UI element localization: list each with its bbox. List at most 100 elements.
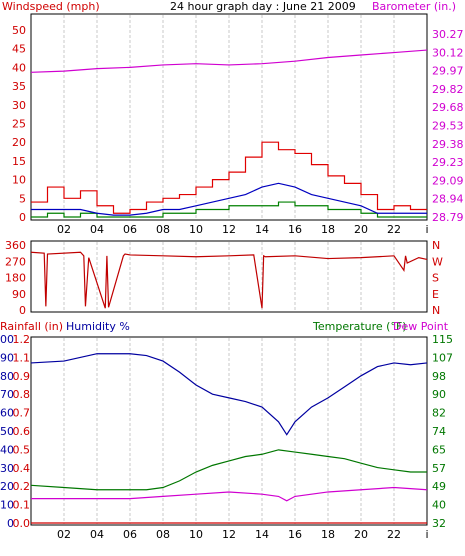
y-tick-label: 360 <box>5 239 26 252</box>
rain-tick-label: 0.5 <box>13 443 31 456</box>
x-tick-label: i <box>425 528 428 541</box>
y-tick-label: 0 <box>19 211 26 224</box>
y-tick-label: 0 <box>19 304 26 317</box>
y-tick-label: 29.38 <box>432 138 464 151</box>
y-tick-label: 29.82 <box>432 83 464 96</box>
x-tick-label: 10 <box>189 528 203 541</box>
x-tick-label: 20 <box>354 223 368 236</box>
y-tick-label: E <box>432 288 439 301</box>
y-tick-label: 29.97 <box>432 65 464 78</box>
humidity-axis-label: Humidity % <box>66 320 130 333</box>
y-tick-label: 30 <box>12 99 26 112</box>
y-tick-label: 45 <box>12 43 26 56</box>
y-tick-label: 35 <box>12 80 26 93</box>
y-tick-label: 90 <box>0 351 14 364</box>
y-tick-label: W <box>432 255 443 268</box>
y-tick-label: 40 <box>0 443 14 456</box>
x-tick-label: 14 <box>255 223 269 236</box>
y-tick-label: 5 <box>19 192 26 205</box>
humidity-line <box>30 353 428 436</box>
y-tick-label: 70 <box>0 388 14 401</box>
rain-tick-label: 0.2 <box>13 480 31 493</box>
rain-tick-label: 1.2 <box>13 333 31 346</box>
y-tick-label: S <box>432 272 439 285</box>
rain-tick-label: 0.7 <box>13 407 31 420</box>
y-tick-label: 10 <box>12 174 26 187</box>
dewpoint-line <box>31 486 428 502</box>
x-tick-label: 04 <box>90 223 104 236</box>
x-tick-label: 06 <box>123 223 137 236</box>
y-tick-label: 90 <box>12 288 26 301</box>
temperature-axis-label: Temperature (°F) <box>312 320 407 333</box>
wind-direction-line <box>30 251 428 309</box>
y-tick-label: 98 <box>432 370 446 383</box>
x-tick-label: 16 <box>288 223 302 236</box>
x-tick-label: 20 <box>354 528 368 541</box>
x-tick-label: 02 <box>57 223 71 236</box>
y-tick-label: 50 <box>0 425 14 438</box>
wind-gust-line <box>31 141 427 214</box>
x-tick-label: 16 <box>288 528 302 541</box>
x-tick-label: 04 <box>90 528 104 541</box>
y-tick-label: 29.09 <box>432 174 464 187</box>
x-tick-label: 12 <box>222 223 236 236</box>
x-tick-label: 22 <box>387 528 401 541</box>
windspeed-axis-label: Windspeed (mph) <box>2 0 100 13</box>
y-tick-label: 270 <box>5 255 26 268</box>
x-tick-label: 08 <box>156 528 170 541</box>
x-tick-label: 02 <box>57 528 71 541</box>
barometer-axis-label: Barometer (in.) <box>372 0 456 13</box>
y-tick-label: 15 <box>12 155 26 168</box>
y-tick-label: 50 <box>12 24 26 37</box>
y-tick-label: 49 <box>432 480 446 493</box>
wind-low-line <box>31 201 427 218</box>
rain-tick-label: 1.1 <box>13 351 31 364</box>
y-tick-label: 60 <box>0 407 14 420</box>
x-tick-label: 08 <box>156 223 170 236</box>
x-tick-label: 22 <box>387 223 401 236</box>
barometer-line <box>30 49 428 73</box>
y-tick-label: 90 <box>432 388 446 401</box>
temperature-line <box>30 449 427 491</box>
y-tick-label: N <box>432 304 440 317</box>
x-tick-label: 18 <box>321 223 335 236</box>
y-tick-label: 82 <box>432 407 446 420</box>
y-tick-label: 29.68 <box>432 101 464 114</box>
y-tick-label: 65 <box>432 443 446 456</box>
dewpoint-axis-label: Dew Point <box>393 320 449 333</box>
y-tick-label: 10 <box>0 499 14 512</box>
chart-title: 24 hour graph day : June 21 2009 <box>170 0 356 13</box>
y-tick-label: 32 <box>432 517 446 530</box>
y-tick-label: 74 <box>432 425 446 438</box>
y-tick-label: 80 <box>0 370 14 383</box>
y-tick-label: 107 <box>432 351 453 364</box>
rain-tick-label: 0.4 <box>13 462 31 475</box>
y-tick-label: 40 <box>432 499 446 512</box>
y-tick-label: 115 <box>432 333 453 346</box>
y-tick-label: 29.53 <box>432 120 464 133</box>
y-tick-label: 29.23 <box>432 156 464 169</box>
rain-tick-label: 0.9 <box>13 370 31 383</box>
y-tick-label: 40 <box>12 61 26 74</box>
x-tick-label: 14 <box>255 528 269 541</box>
wind-avg-line <box>31 182 427 216</box>
x-tick-label: 12 <box>222 528 236 541</box>
y-tick-label: 30.12 <box>432 46 464 59</box>
x-tick-label: 18 <box>321 528 335 541</box>
rain-tick-label: 0.0 <box>13 517 31 530</box>
y-tick-label: 20 <box>12 136 26 149</box>
y-tick-label: N <box>432 239 440 252</box>
rain-tick-label: 0.6 <box>13 425 31 438</box>
y-tick-label: 28.94 <box>432 193 464 206</box>
y-tick-label: 25 <box>12 118 26 131</box>
rain-tick-label: 0.1 <box>13 499 31 512</box>
y-tick-label: 28.79 <box>432 211 464 224</box>
direction-panel-frame <box>30 240 428 313</box>
y-tick-label: 30.27 <box>432 28 464 41</box>
y-tick-label: 0 <box>7 517 14 530</box>
y-tick-label: 20 <box>0 480 14 493</box>
rainfall-axis-label: Rainfall (in) <box>0 320 63 333</box>
x-tick-label: i <box>425 223 428 236</box>
